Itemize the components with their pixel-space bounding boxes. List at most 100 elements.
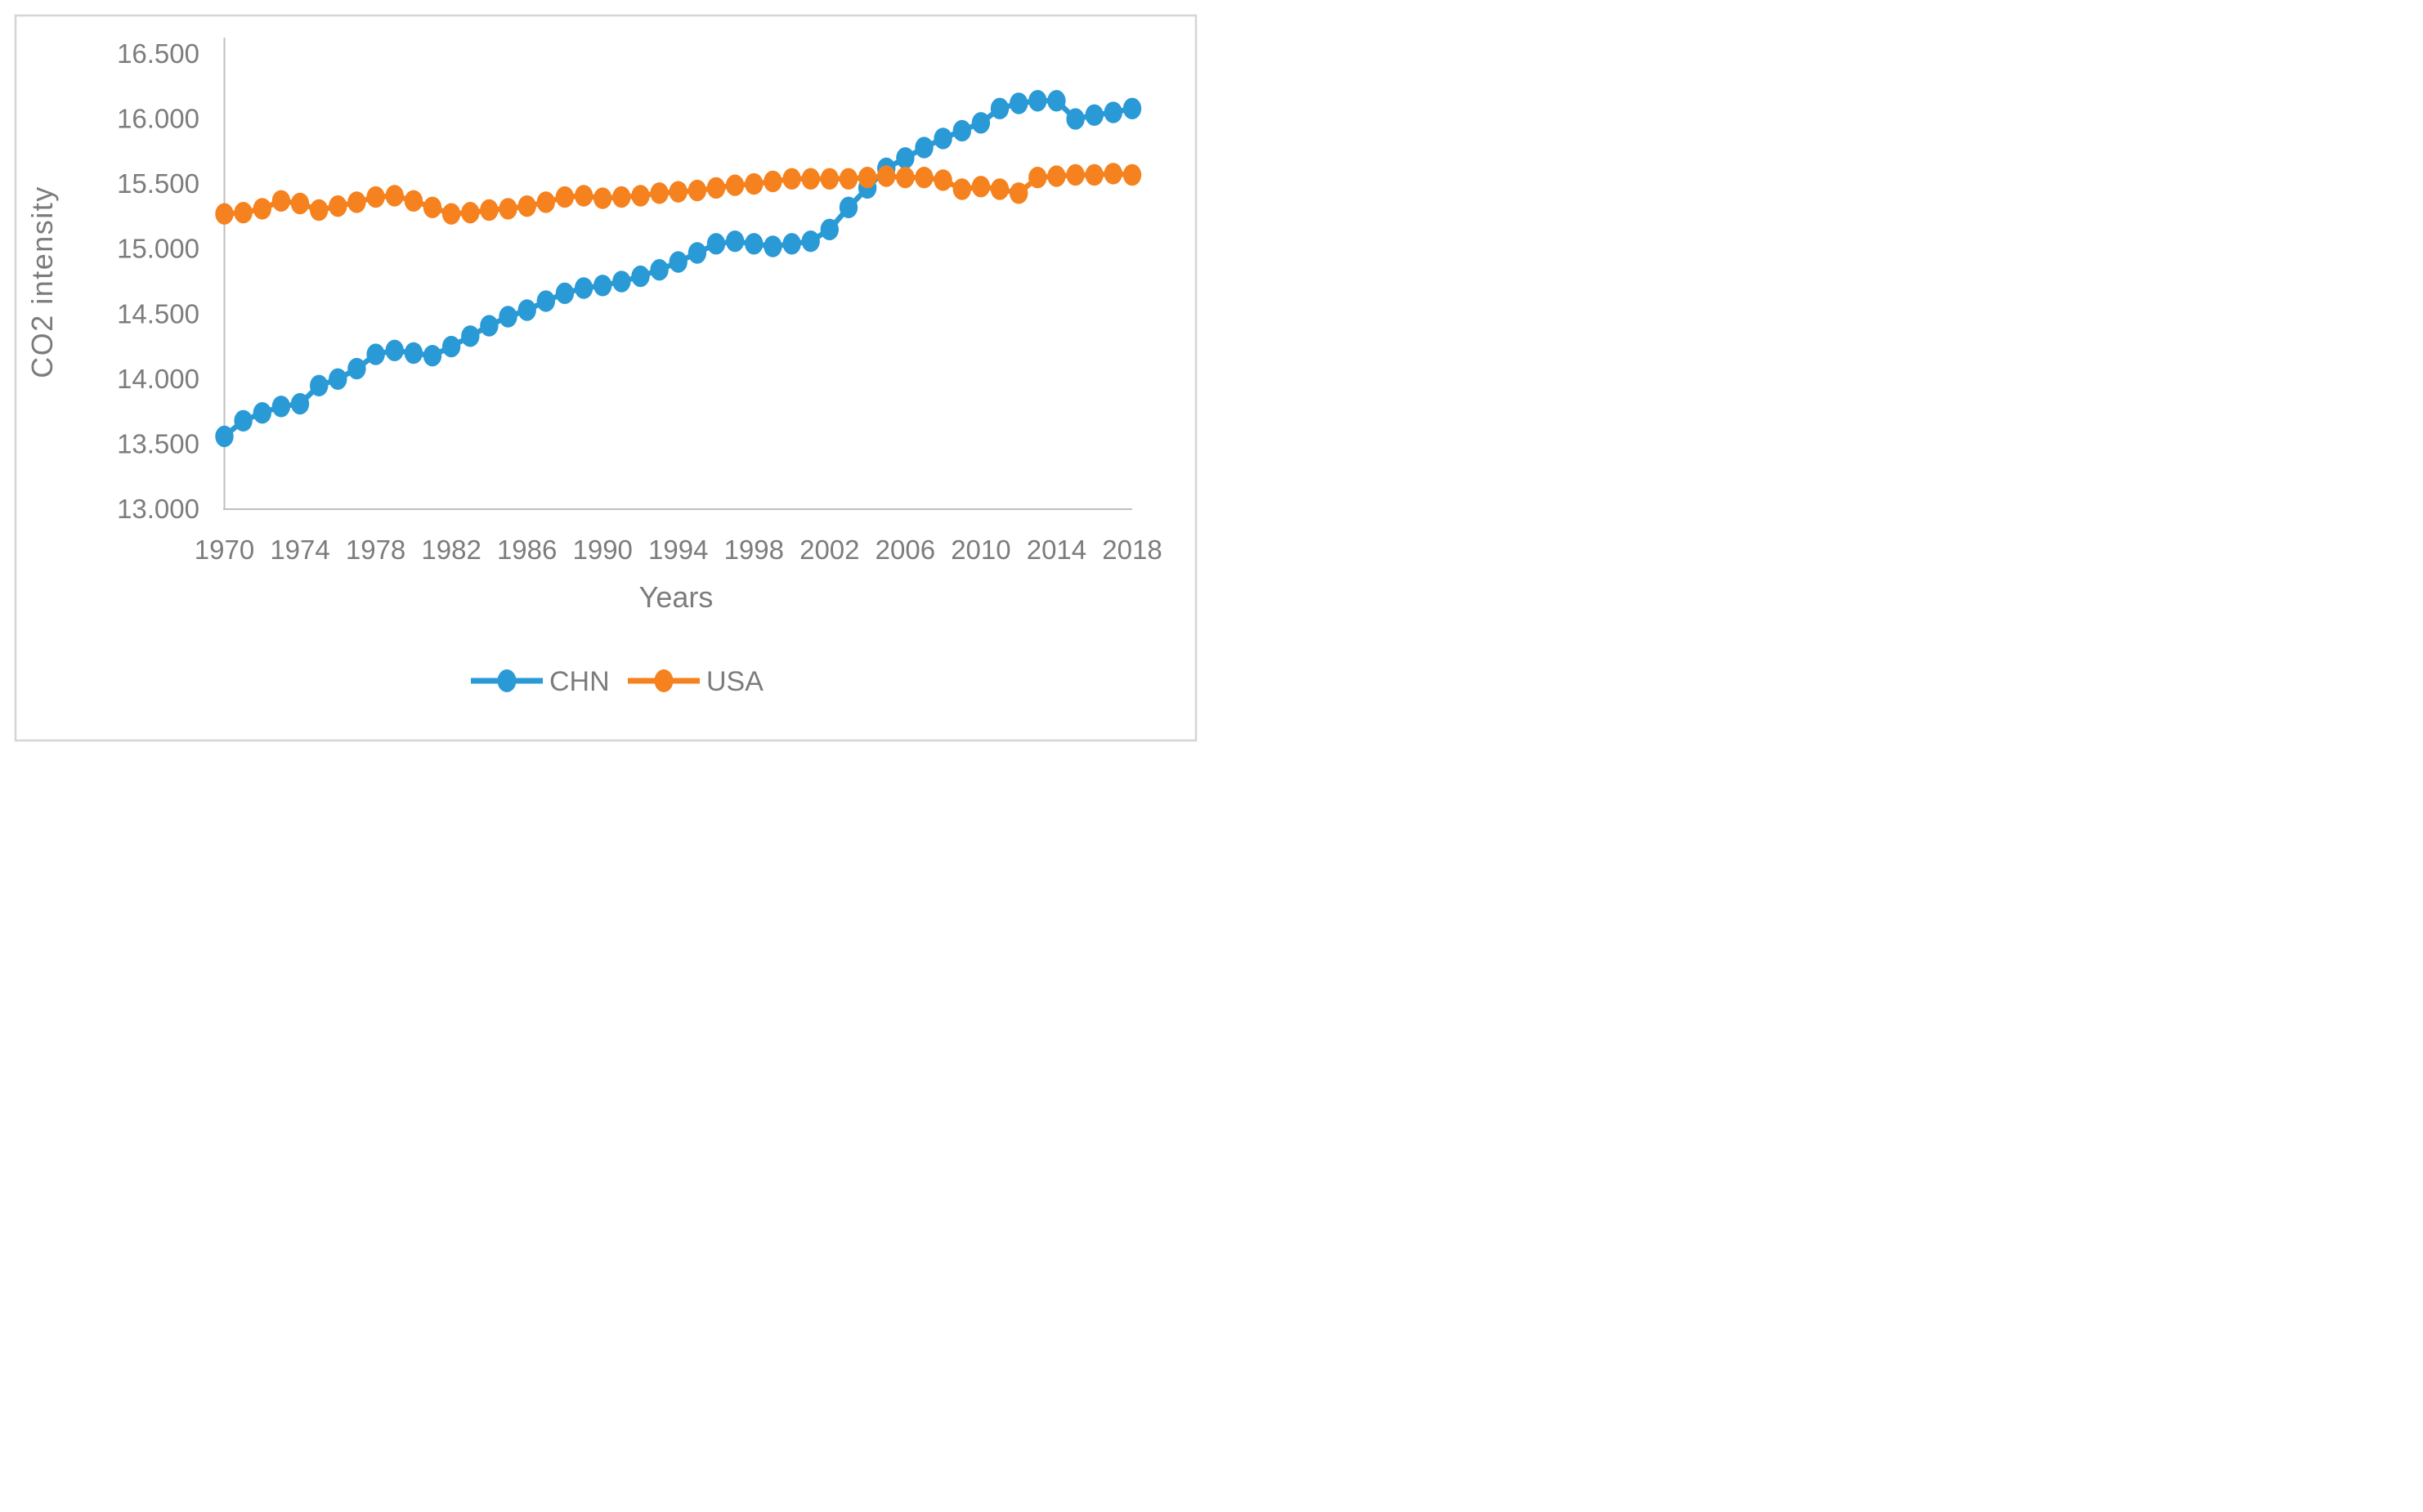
data-point-usa bbox=[461, 202, 480, 224]
series-chn bbox=[215, 90, 1142, 448]
data-point-chn bbox=[1066, 108, 1085, 130]
data-point-chn bbox=[1047, 90, 1066, 112]
data-point-chn bbox=[310, 374, 329, 396]
data-point-usa bbox=[952, 178, 972, 200]
data-point-usa bbox=[1047, 165, 1066, 187]
data-point-usa bbox=[896, 167, 915, 189]
data-point-chn bbox=[574, 277, 593, 299]
data-point-usa bbox=[1085, 163, 1104, 186]
data-point-usa bbox=[404, 190, 423, 212]
data-point-chn bbox=[612, 271, 631, 293]
data-point-chn bbox=[536, 290, 555, 312]
x-tick-label: 1994 bbox=[648, 535, 708, 565]
data-point-usa bbox=[555, 186, 575, 208]
data-point-usa bbox=[650, 182, 669, 204]
x-tick-label: 2002 bbox=[799, 535, 859, 565]
x-tick-label: 1978 bbox=[346, 535, 405, 565]
y-tick-label: 15.000 bbox=[117, 234, 199, 264]
data-point-chn bbox=[593, 275, 612, 297]
legend: CHN USA bbox=[471, 666, 764, 697]
x-tick-label: 1970 bbox=[195, 535, 254, 565]
legend-item-chn: CHN bbox=[471, 666, 610, 697]
data-point-chn bbox=[896, 147, 915, 169]
data-point-chn bbox=[764, 235, 782, 257]
x-tick-label: 1974 bbox=[270, 535, 329, 565]
data-point-chn bbox=[215, 425, 234, 448]
x-tick-label: 1990 bbox=[572, 535, 632, 565]
data-point-usa bbox=[782, 168, 801, 190]
y-tick-label: 14.500 bbox=[117, 298, 199, 329]
data-point-chn bbox=[290, 392, 310, 415]
data-point-usa bbox=[385, 185, 404, 207]
data-point-usa bbox=[745, 172, 764, 195]
data-point-chn bbox=[1010, 92, 1028, 114]
data-point-chn bbox=[782, 233, 801, 255]
data-point-chn bbox=[404, 342, 423, 365]
data-point-usa bbox=[290, 192, 310, 215]
data-point-usa bbox=[706, 177, 726, 199]
data-point-chn bbox=[385, 339, 404, 361]
data-point-usa bbox=[347, 191, 366, 213]
data-point-chn bbox=[555, 282, 575, 304]
data-point-chn bbox=[990, 97, 1010, 119]
y-tick-label: 13.500 bbox=[117, 428, 199, 459]
data-point-chn bbox=[1104, 101, 1123, 123]
data-point-usa bbox=[310, 199, 329, 221]
data-point-chn bbox=[423, 345, 442, 367]
data-point-usa bbox=[536, 191, 555, 213]
data-point-usa bbox=[593, 187, 612, 209]
data-point-chn bbox=[971, 112, 991, 134]
x-tick-label: 2014 bbox=[1027, 535, 1086, 565]
data-point-chn bbox=[669, 251, 687, 273]
data-point-chn bbox=[687, 242, 707, 264]
data-point-usa bbox=[574, 185, 593, 207]
data-point-usa bbox=[687, 179, 707, 202]
x-tick-label: 1998 bbox=[724, 535, 784, 565]
data-point-usa bbox=[839, 168, 858, 190]
data-point-usa bbox=[271, 190, 291, 212]
data-point-chn bbox=[952, 119, 972, 142]
data-point-usa bbox=[1010, 182, 1028, 204]
data-point-chn bbox=[820, 218, 839, 240]
x-tick-label: 1982 bbox=[421, 535, 481, 565]
data-point-usa bbox=[423, 196, 442, 218]
x-tick-label: 2018 bbox=[1102, 535, 1162, 565]
data-point-chn bbox=[480, 315, 499, 337]
y-axis-tick-labels: 16.500 16.000 15.500 15.000 14.500 14.000 13.5… bbox=[117, 38, 199, 524]
y-tick-label: 15.500 bbox=[117, 168, 199, 199]
data-point-chn bbox=[234, 409, 253, 432]
data-point-usa bbox=[820, 168, 839, 190]
series-usa bbox=[215, 163, 1142, 225]
data-point-usa bbox=[215, 203, 234, 225]
legend-item-usa: USA bbox=[628, 666, 764, 697]
data-point-chn bbox=[706, 233, 726, 255]
data-point-usa bbox=[499, 198, 517, 220]
data-point-usa bbox=[1104, 163, 1123, 185]
data-point-chn bbox=[366, 343, 385, 365]
data-point-chn bbox=[1028, 90, 1047, 112]
legend-marker-usa bbox=[654, 669, 674, 692]
y-tick-label: 16.000 bbox=[117, 104, 199, 134]
data-point-usa bbox=[517, 195, 536, 217]
data-point-usa bbox=[1066, 163, 1085, 186]
x-axis-title: Years bbox=[639, 580, 714, 614]
data-point-chn bbox=[745, 233, 764, 255]
y-tick-label: 16.500 bbox=[117, 38, 199, 69]
data-point-chn bbox=[801, 230, 820, 253]
series-group bbox=[215, 90, 1142, 448]
y-axis-title: CO2 intensity bbox=[25, 186, 59, 378]
legend-label-chn: CHN bbox=[549, 666, 610, 697]
legend-label-usa: USA bbox=[706, 666, 764, 697]
data-point-usa bbox=[234, 202, 253, 224]
x-axis-tick-labels: 1970 1974 1978 1982 1986 1990 1994 1998 2002 2006… bbox=[195, 535, 1162, 565]
x-tick-label: 2010 bbox=[951, 535, 1010, 565]
chart-figure: 16.500 16.000 15.500 15.000 14.500 14.000 13.5… bbox=[0, 0, 1212, 756]
data-point-chn bbox=[1085, 104, 1104, 126]
figure-frame-border bbox=[14, 14, 1198, 742]
data-point-usa bbox=[253, 198, 271, 220]
data-point-chn bbox=[1122, 97, 1142, 119]
data-point-usa bbox=[764, 170, 782, 193]
data-point-chn bbox=[915, 136, 934, 159]
x-tick-label: 2006 bbox=[876, 535, 935, 565]
data-point-usa bbox=[441, 203, 461, 225]
